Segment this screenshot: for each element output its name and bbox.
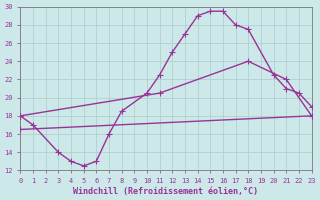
X-axis label: Windchill (Refroidissement éolien,°C): Windchill (Refroidissement éolien,°C) xyxy=(74,187,259,196)
